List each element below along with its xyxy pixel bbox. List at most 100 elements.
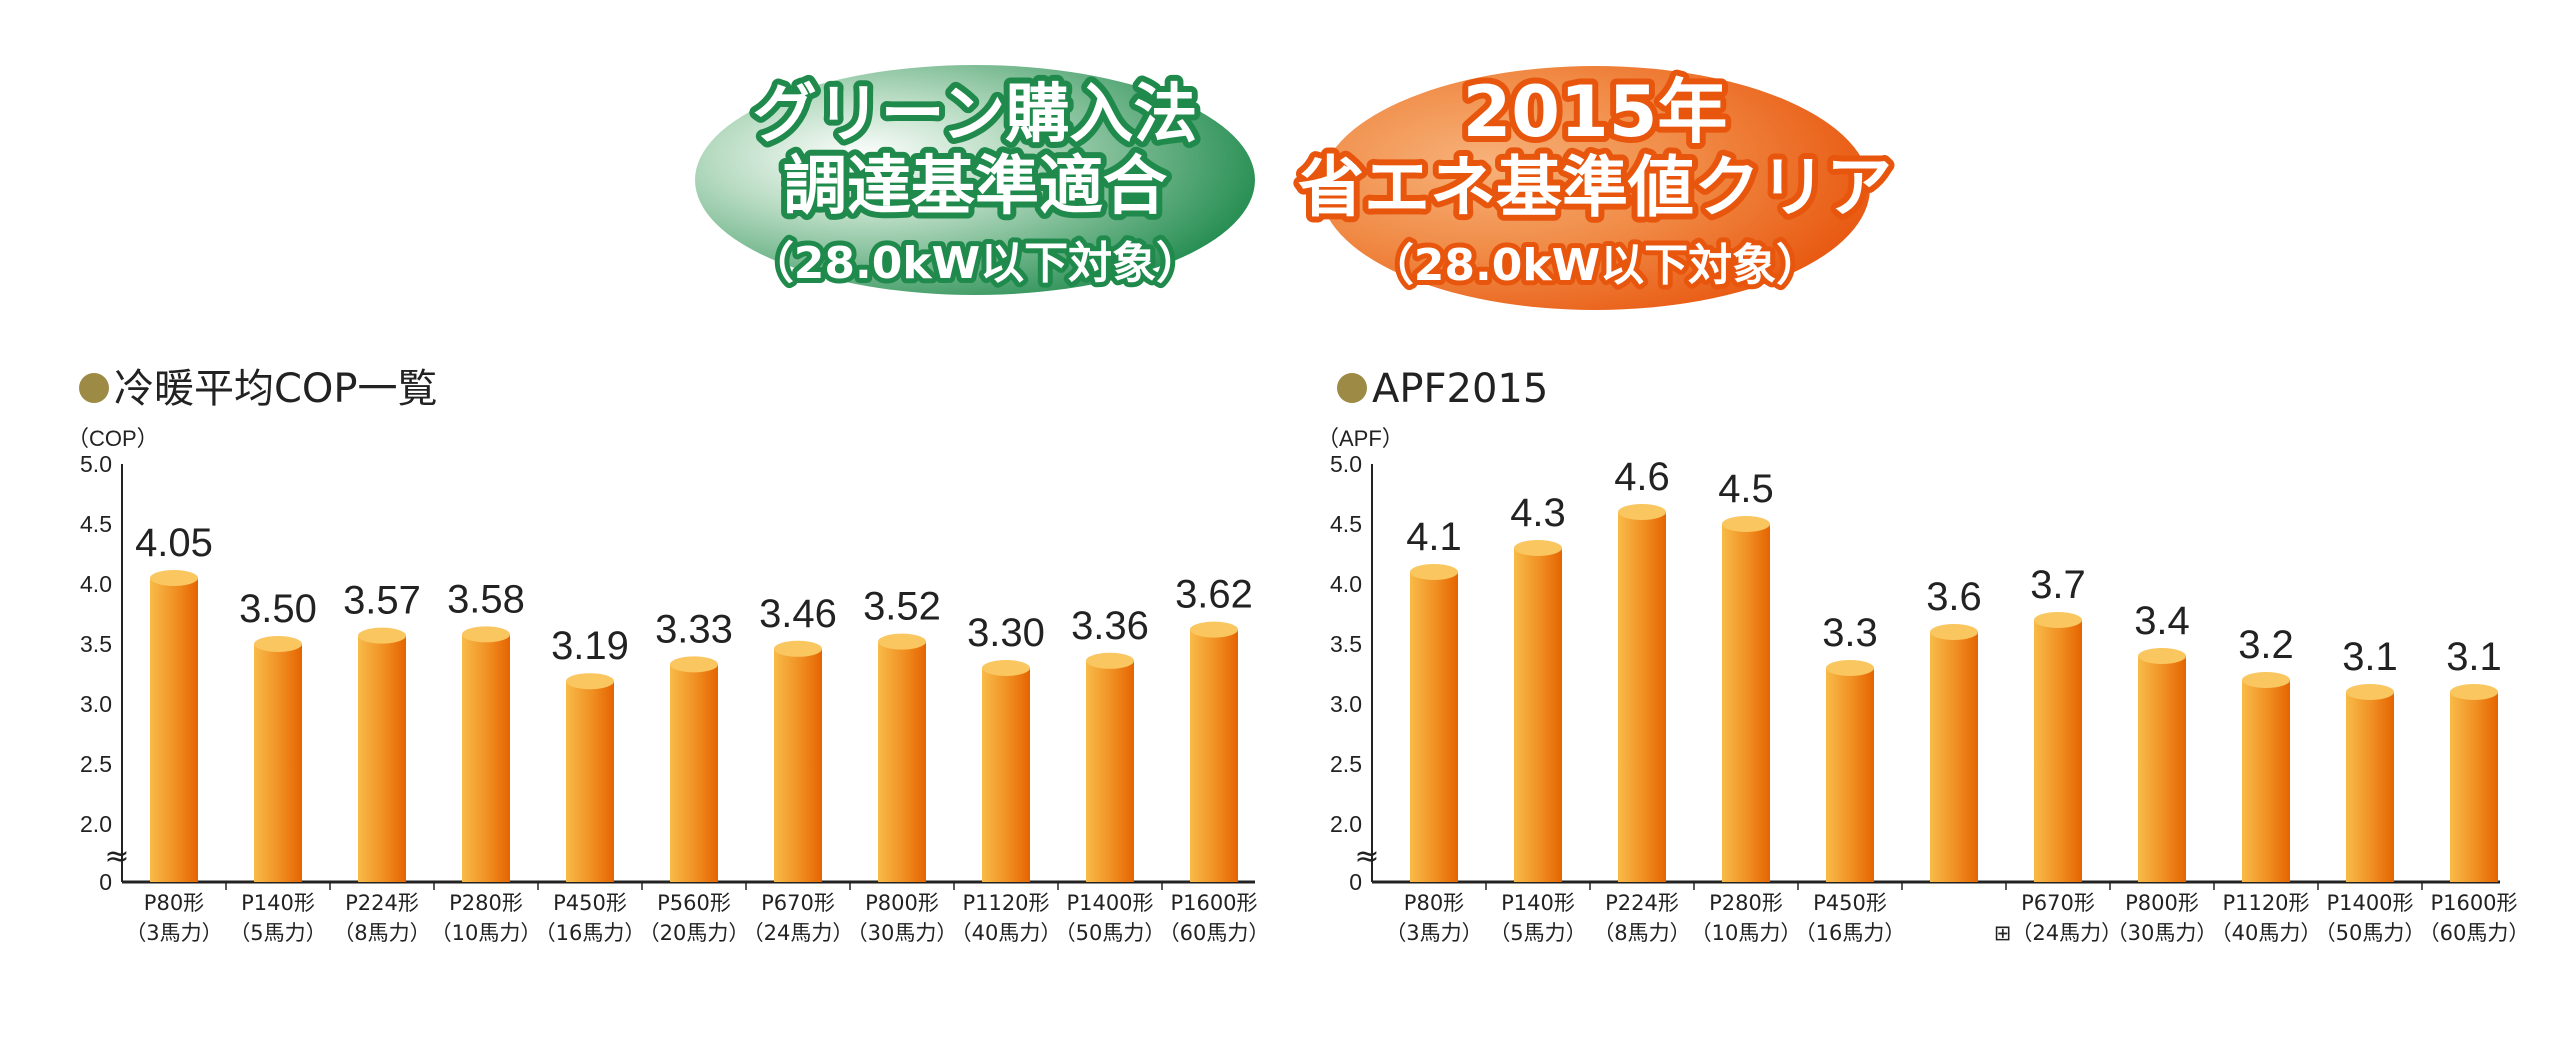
- bar-group: [1514, 540, 1562, 882]
- category-label-model: P670形: [2021, 891, 2095, 915]
- y-tick-label: 2.5: [1330, 751, 1362, 777]
- category-label-horsepower: （60馬力）: [2419, 921, 2530, 945]
- category-label-horsepower: ⊞（24馬力）: [1994, 921, 2122, 945]
- bar-top-cap: [2034, 612, 2082, 628]
- bar-group: [254, 636, 302, 882]
- category-label-model: P140形: [1501, 891, 1575, 915]
- category-label-model: P800形: [865, 891, 939, 915]
- bar: [1930, 632, 1978, 882]
- green-badge-ellipse: [695, 65, 1255, 295]
- category-label-horsepower: （16馬力）: [535, 921, 646, 945]
- category-label-model: P1600形: [1170, 891, 1257, 915]
- value-label: 3.1: [2342, 635, 2398, 679]
- value-label: 4.6: [1614, 455, 1670, 499]
- bar: [566, 681, 614, 882]
- y-tick-label: 4.5: [1330, 511, 1362, 537]
- bar-top-cap: [1086, 652, 1134, 669]
- category-label-horsepower: （5馬力）: [1489, 921, 1586, 945]
- bar: [1086, 660, 1134, 882]
- bar-group: [774, 640, 822, 882]
- y-tick-label: 3.0: [1330, 691, 1362, 717]
- bar-group: [150, 570, 198, 882]
- category-label-horsepower: （40馬力）: [951, 921, 1062, 945]
- chart-title: APF2015: [1372, 366, 1548, 412]
- green-purchase-law-badge: グリーン購入法 調達基準適合 （28.0kW以下対象）: [695, 65, 1255, 295]
- bar-group: [2450, 684, 2498, 882]
- category-label-model: P280形: [449, 891, 523, 915]
- bar-top-cap: [1190, 621, 1238, 638]
- apf-chart: APF2015 （APF）5.0 4.5 4.0 3.5 3.0 2.5 2.0 0≈4.1 P8…: [1317, 366, 2529, 945]
- bar-group: [2034, 612, 2082, 882]
- bar: [982, 668, 1030, 882]
- category-label-horsepower: （8馬力）: [1593, 921, 1690, 945]
- bar: [1618, 512, 1666, 882]
- y-tick-label: 0: [99, 869, 112, 895]
- category-label-horsepower: （8馬力）: [333, 921, 430, 945]
- y-tick-label: 5.0: [80, 451, 112, 477]
- value-label: 3.19: [551, 624, 629, 668]
- category-label-model: P1120形: [2222, 891, 2309, 915]
- axis-break-icon: ≈: [1354, 839, 1379, 874]
- bar-top-cap: [774, 640, 822, 657]
- bar: [1410, 572, 1458, 882]
- category-label-model: P800形: [2125, 891, 2199, 915]
- category-label-model: P1400形: [1066, 891, 1153, 915]
- category-label-model: P450形: [553, 891, 627, 915]
- bar-top-cap: [254, 636, 302, 652]
- bar: [1514, 548, 1562, 882]
- category-label-horsepower: （50馬力）: [2315, 921, 2426, 945]
- bar-group: [1086, 652, 1134, 882]
- bar-group: [1618, 504, 1666, 882]
- category-label-model: P140形: [241, 891, 315, 915]
- category-label-model: P80形: [144, 891, 204, 915]
- bar: [2346, 692, 2394, 882]
- value-label: 3.1: [2446, 635, 2502, 679]
- value-label: 3.4: [2134, 599, 2190, 643]
- bar-group: [2242, 672, 2290, 882]
- bar-top-cap: [2138, 648, 2186, 664]
- category-label-horsepower: （3馬力）: [1385, 921, 1482, 945]
- bar: [878, 641, 926, 882]
- bar: [1826, 668, 1874, 882]
- category-label-horsepower: （40馬力）: [2211, 921, 2322, 945]
- bar-group: [982, 660, 1030, 882]
- value-label: 3.6: [1926, 575, 1982, 619]
- value-label: 3.62: [1175, 573, 1253, 617]
- category-label-horsepower: （24馬力）: [743, 921, 854, 945]
- orange-badge-ellipse: [1320, 66, 1870, 310]
- orange-badge-line-2: 省エネ基準値クリア: [1298, 149, 1892, 226]
- bar: [2034, 620, 2082, 882]
- y-tick-label: 2.0: [1330, 811, 1362, 837]
- bar-top-cap: [982, 660, 1030, 676]
- bar: [462, 634, 510, 882]
- bar-top-cap: [150, 570, 198, 586]
- y-axis-unit-label: （COP）: [67, 426, 159, 451]
- category-label-model: P224形: [345, 891, 419, 915]
- bar: [358, 635, 406, 882]
- y-tick-label: 0: [1349, 869, 1362, 895]
- value-label: 3.50: [239, 587, 317, 631]
- bar-group: [358, 627, 406, 882]
- y-tick-label: 4.0: [80, 571, 112, 597]
- y-tick-label: 4.0: [1330, 571, 1362, 597]
- bar: [254, 644, 302, 882]
- bar: [150, 578, 198, 882]
- y-tick-label: 5.0: [1330, 451, 1362, 477]
- value-label: 3.46: [759, 592, 837, 636]
- category-label-horsepower: （16馬力）: [1795, 921, 1906, 945]
- bar-group: [2346, 684, 2394, 882]
- bar: [1190, 629, 1238, 882]
- category-label-horsepower: （20馬力）: [639, 921, 750, 945]
- chart-title: 冷暖平均COP一覧: [114, 366, 438, 412]
- category-label-model: P450形: [1813, 891, 1887, 915]
- value-label: 4.5: [1718, 467, 1774, 511]
- bar-group: [1930, 624, 1978, 882]
- orange-badge-line-1: 2015年: [1463, 71, 1728, 153]
- bar: [1722, 524, 1770, 882]
- bar-top-cap: [462, 626, 510, 643]
- bar-top-cap: [670, 656, 718, 673]
- category-label-model: P1600形: [2430, 891, 2517, 915]
- bar-group: [1722, 516, 1770, 882]
- bar-top-cap: [1514, 540, 1562, 556]
